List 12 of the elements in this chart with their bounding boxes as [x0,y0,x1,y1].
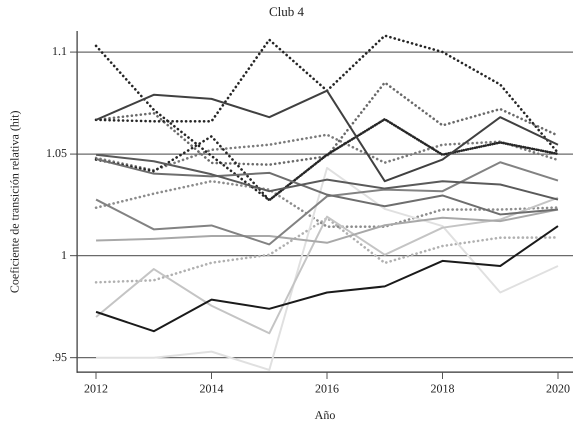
x-tick-label: 2018 [430,381,455,396]
x-tick-label: 2016 [315,381,340,396]
x-tick-label: 2020 [546,381,570,396]
chart-title: Club 4 [268,4,305,20]
y-axis-title: Coeficiente de transición relativa (hit) [7,110,22,294]
y-tick-label: 1.1 [52,44,67,58]
x-axis-title: Año [314,408,336,422]
y-tick-label: 1.05 [46,146,67,160]
y-tick-label: .95 [52,350,67,364]
x-tick-label: 2014 [200,381,224,396]
x-tick-label: 2012 [84,381,108,396]
y-tick-label: 1 [61,248,67,262]
